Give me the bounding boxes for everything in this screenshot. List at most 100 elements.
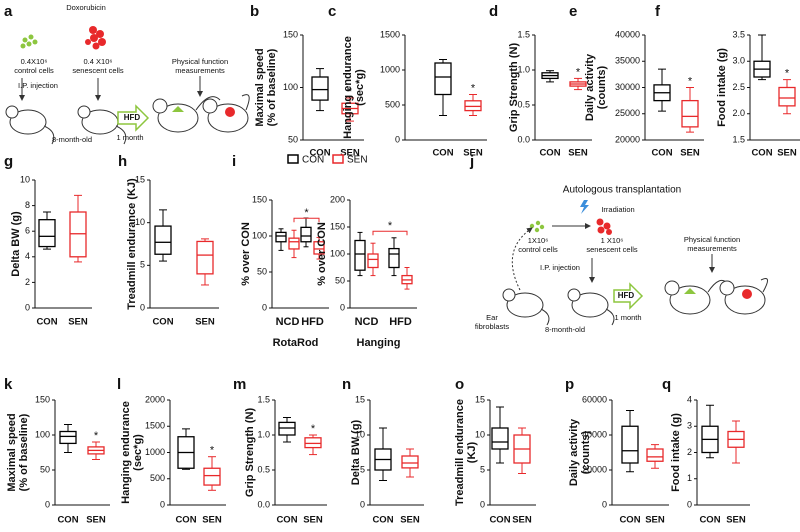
control-label: 0.4X10⁶ [21,57,48,66]
control-cells-icon [529,220,545,233]
y-tick-label: 150 [35,394,50,404]
y-tick-label: 35000 [615,56,640,66]
significance: * [210,445,215,457]
significance: * [311,423,316,435]
panel-label: b [250,3,259,20]
panel-label: d [489,3,498,20]
box [154,225,172,255]
y-tick-label: 0.0 [517,134,530,144]
panel-label: a [4,3,13,20]
control-label: control cells [518,245,558,254]
x-tick-label: CON [276,515,297,526]
mouse [77,105,127,145]
y-axis-label: Hanging endurance [120,401,132,504]
senescent-label: senescent cells [586,245,638,254]
x-tick-label: NCD [276,316,300,328]
y-axis-label: (KJ) [466,441,478,463]
y-tick-label: 1.0 [517,64,530,74]
y-tick-label: 25000 [615,108,640,118]
y-tick-label: 40000 [615,29,640,39]
panel-label: i [232,153,236,170]
y-tick-label: 2.5 [732,82,745,92]
significance: * [688,75,693,87]
panel-label: g [4,153,13,170]
y-tick-label: 150 [283,29,298,39]
mouse [502,288,550,326]
box [354,239,366,271]
y-tick-label: 15 [355,394,365,404]
mouse [567,288,615,326]
duration-label: 1 month [116,133,143,142]
y-axis-label: (sec*g) [132,434,144,471]
y-axis-label: (counts) [580,430,592,474]
significance: * [471,82,476,94]
box [778,86,796,107]
comparison-bracket [372,230,408,236]
significance: * [785,68,790,80]
x-tick-label: CON [175,515,196,526]
panel-label: m [233,376,246,393]
y-tick-label: 0 [360,499,365,509]
panel-label: n [342,376,351,393]
y-tick-label: 50 [40,464,50,474]
y-tick-label: 8 [25,200,30,210]
y-tick-label: 0.0 [257,499,270,509]
y-tick-label: 10 [475,429,485,439]
y-tick-label: 150 [252,194,267,204]
y-axis-label: (counts) [596,65,608,109]
box [621,425,639,464]
significance: * [94,430,99,442]
y-tick-label: 500 [150,473,165,483]
y-tick-label: 0 [262,302,267,312]
x-tick-label: CON [619,515,640,526]
x-tick-label: SEN [645,515,665,526]
y-axis-label: Food intake (g) [716,48,728,127]
y-tick-label: 30000 [615,82,640,92]
x-tick-label: SEN [680,148,700,159]
y-tick-label: 0 [160,499,165,509]
measure-label: Physical function [172,57,228,66]
x-tick-label: SEN [195,317,215,328]
x-axis-label: RotaRod [273,337,319,349]
box [304,437,322,449]
x-tick-label: HFD [301,316,324,328]
y-tick-label: 2 [25,277,30,287]
panel-label: e [569,3,577,20]
box [278,421,296,436]
y-tick-label: 1.5 [517,29,530,39]
y-tick-label: 500 [385,99,400,109]
senescent-label: senescent cells [72,66,124,75]
box [38,219,56,248]
y-axis-label: Maximal speed [6,413,18,491]
y-tick-label: 20000 [582,464,607,474]
y-tick-label: 10 [135,217,145,227]
x-tick-label: SEN [726,515,746,526]
diet-label: HFD [124,113,141,122]
box [288,237,300,250]
y-tick-label: 2.0 [732,108,745,118]
y-tick-label: 0.5 [517,99,530,109]
y-axis-label: Maximal speed [254,48,266,126]
box [491,427,509,450]
box [434,62,452,96]
drug-label: Doxorubicin [66,3,106,12]
source-label: Ear [486,313,498,322]
y-tick-label: 0.5 [257,464,270,474]
diagram-title: Autologous transplantation [563,185,681,196]
significance: * [576,66,581,78]
box [313,241,325,255]
y-tick-label: 100 [35,429,50,439]
control-label: 1X10⁶ [528,236,549,245]
y-axis-label: (% of baseline) [266,48,278,126]
y-tick-label: 20000 [615,134,640,144]
x-tick-label: CON [152,317,173,328]
treatment-label: Irradiation [601,205,634,214]
y-tick-label: 1000 [145,447,165,457]
x-tick-label: NCD [355,316,379,328]
y-tick-label: 1500 [145,421,165,431]
measure-label: Physical function [684,235,740,244]
significance: * [304,207,309,219]
box [367,253,379,269]
y-axis-label: Daily activity [584,53,596,121]
panel-label: f [655,3,661,20]
